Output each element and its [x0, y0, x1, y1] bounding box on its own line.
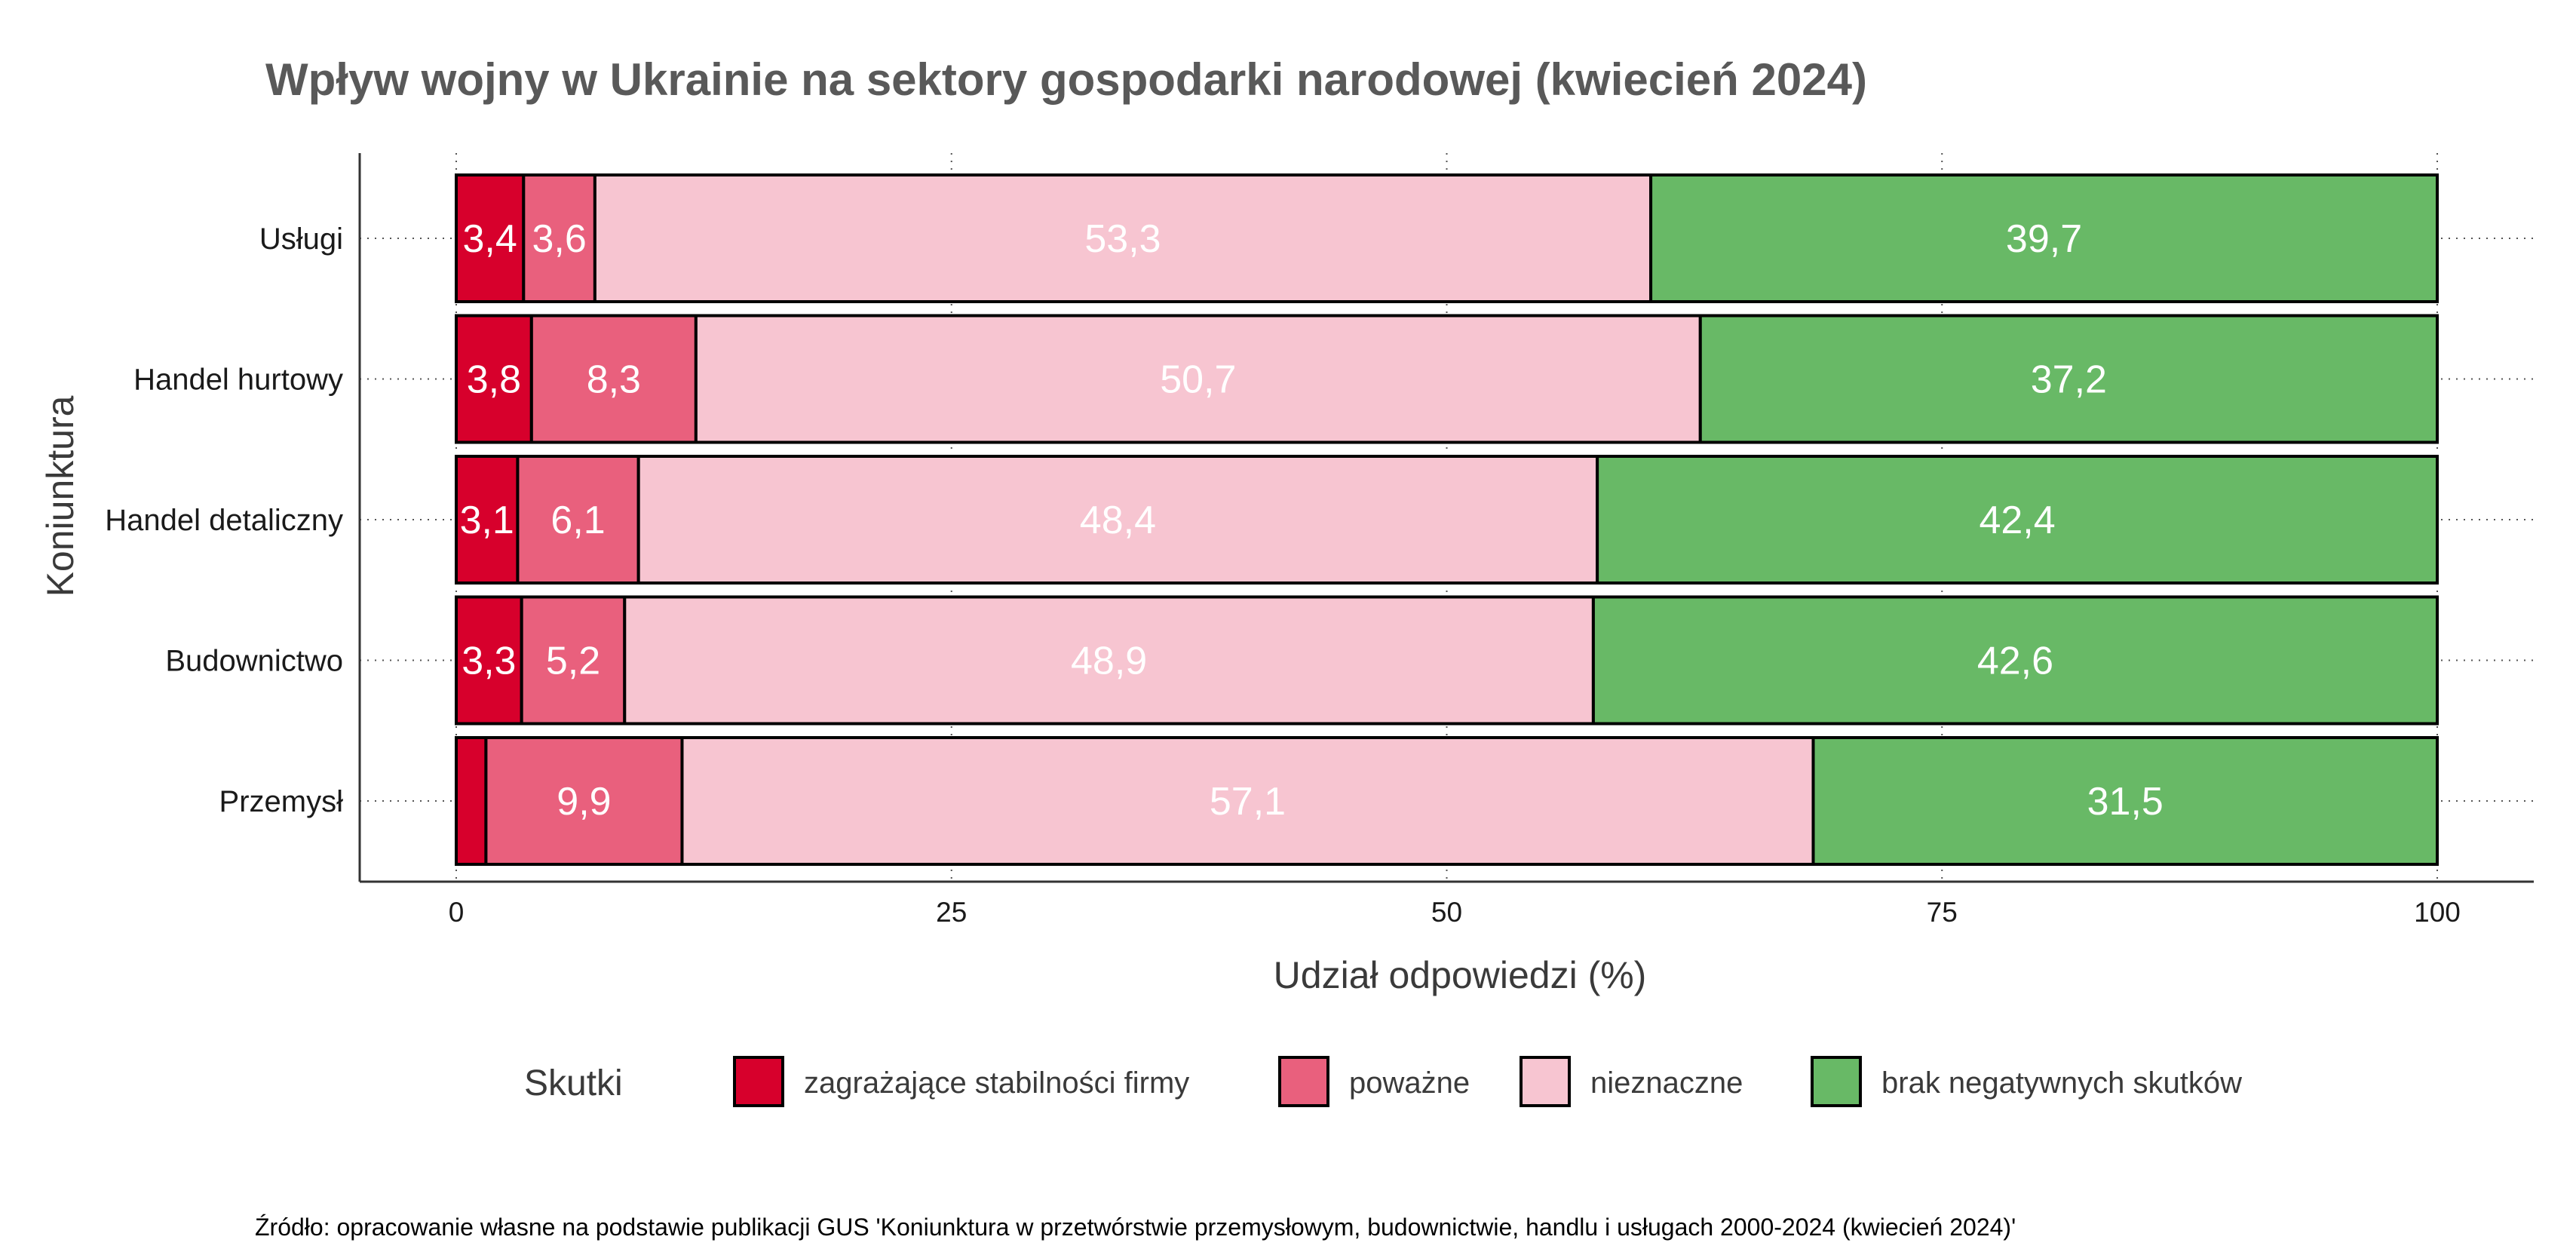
data-label: 48,9: [1071, 640, 1147, 683]
bar-segment: [1596, 455, 2440, 585]
y-axis-title: Koniunktura: [39, 395, 81, 597]
category-labels: Usługi Handel hurtowy Handel detaliczny Bud…: [105, 222, 343, 818]
bar-segment: [529, 314, 698, 444]
legend-key: [1520, 1056, 1571, 1107]
data-label: 3,8: [467, 358, 521, 402]
data-label: 57,1: [1210, 780, 1286, 824]
chart-title: Wpływ wojny w Ukrainie na sektory gospod…: [265, 54, 1867, 105]
data-label: 31,5: [2087, 780, 2164, 824]
bar-segment: [455, 736, 488, 866]
x-tick-label: 25: [936, 897, 967, 928]
data-label: 39,7: [2006, 217, 2082, 261]
x-tick-label: 100: [2414, 897, 2461, 928]
data-label: 3,1: [460, 499, 514, 542]
category-label: Budownictwo: [165, 645, 343, 678]
bar-segment: [455, 455, 520, 585]
source-note: Źródło: opracowanie własne na podstawie …: [255, 1214, 2016, 1241]
data-label: 6,1: [550, 499, 605, 542]
x-tick-label: 50: [1431, 897, 1462, 928]
data-label: 3,3: [462, 640, 516, 683]
category-label: Usługi: [259, 222, 343, 256]
bar-labels: 3,4 3,6 53,3 39,7 3,8 8,3 50,7 37,2 3,1 6,1 48,4 42…: [460, 217, 2164, 824]
data-label: 48,4: [1080, 499, 1156, 542]
bar-segment: [1811, 736, 2440, 866]
data-label: 9,9: [557, 780, 611, 824]
data-label: 53,3: [1084, 217, 1161, 261]
data-label: 5,2: [546, 640, 600, 683]
bar-segment: [484, 736, 684, 866]
bar-segment: [455, 595, 523, 726]
bar-segment: [1698, 314, 2440, 444]
legend-label: brak negatywnych skutków: [1881, 1066, 2242, 1100]
bar-segment: [520, 595, 627, 726]
bar-segment: [623, 595, 1595, 726]
bars: [455, 173, 2440, 866]
legend-key: [733, 1056, 784, 1107]
legend-label: nieznaczne: [1590, 1066, 1743, 1100]
data-label: 3,4: [463, 217, 517, 261]
bar-segment: [636, 455, 1599, 585]
bar-segment: [522, 173, 596, 303]
data-label: 37,2: [2031, 358, 2107, 402]
legend-key: [1811, 1056, 1862, 1107]
data-label: 42,4: [1979, 499, 2055, 542]
x-tick-label: 75: [1927, 897, 1958, 928]
legend-label: zagrażające stabilności firmy: [804, 1066, 1189, 1100]
x-axis-title: Udział odpowiedzi (%): [1274, 954, 1647, 996]
bar-segment: [680, 736, 1815, 866]
bar-segment: [1591, 595, 2439, 726]
bar-segment: [694, 314, 1702, 444]
x-tick-label: 0: [449, 897, 465, 928]
bar-segment: [455, 173, 526, 303]
legend-label: poważne: [1349, 1066, 1470, 1100]
bar-segment: [1649, 173, 2439, 303]
data-label: 50,7: [1160, 358, 1236, 402]
data-label: 42,6: [1977, 640, 2053, 683]
legend: Skutki zagrażające stabilności firmy powa…: [524, 1056, 2242, 1107]
category-label: Handel hurtowy: [133, 364, 343, 397]
legend-title: Skutki: [524, 1063, 623, 1103]
x-tick-labels: 0 25 50 75 100: [449, 897, 2461, 928]
category-label: Przemysł: [219, 785, 344, 818]
legend-key: [1278, 1056, 1329, 1107]
data-label: 3,6: [532, 217, 586, 261]
data-label: 8,3: [587, 358, 641, 402]
category-label: Handel detaliczny: [105, 504, 343, 537]
